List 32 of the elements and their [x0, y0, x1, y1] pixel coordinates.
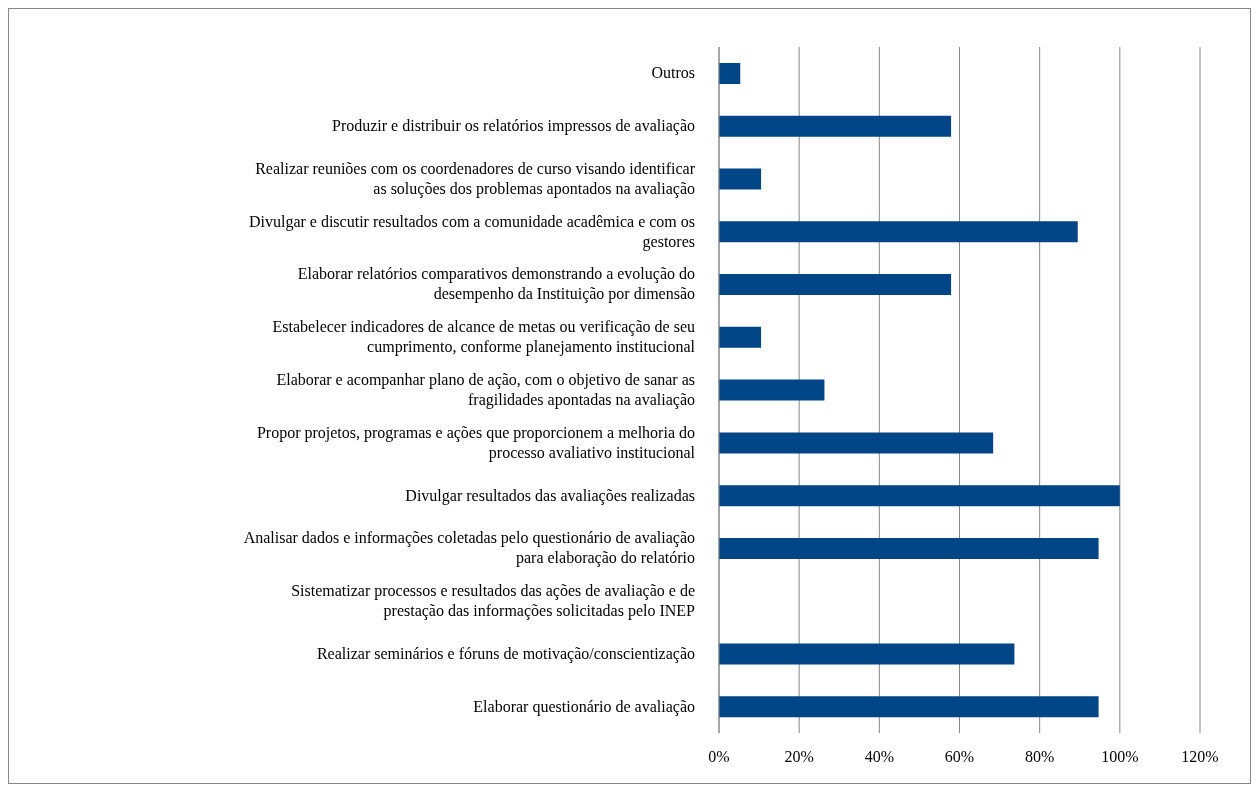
x-tick-label: 120%: [1181, 748, 1219, 766]
bar: [719, 485, 1120, 507]
x-tick-label: 20%: [784, 748, 814, 766]
x-tick-label: 60%: [944, 748, 975, 766]
y-tick-label: Elaborar relatórios comparativos demonstrando a evolução do desempenho da Instituição por dimensão: [297, 265, 695, 304]
y-tick-label: Divulgar e discutir resultados com a comunidade acadêmica e com os gestores: [248, 212, 695, 251]
bar: [719, 115, 952, 137]
y-tick-label: Sistematizar processos e resultados das ações de avaliação e de prestação das informações solicitadas pelo INEP: [291, 582, 696, 621]
bar: [719, 379, 825, 401]
x-tick-label: 80%: [1025, 748, 1055, 766]
x-tick-label: 100%: [1101, 748, 1139, 766]
y-tick-label: Outros: [651, 64, 695, 82]
y-tick-label: Elaborar e acompanhar plano de ação, com o objetivo de sanar as fragilidades apontadas na avaliação: [276, 371, 695, 409]
y-tick-label: Analisar dados e informações coletadas pelo questionário de avaliação para elaboração do relatório: [243, 529, 695, 568]
y-tick-label: Estabelecer indicadores de alcance de metas ou verificação de seu cumprimento, conforme planejamento institucional: [272, 318, 696, 357]
y-tick-label: Propor projetos, programas e ações que proporcionem a melhoria do processo avaliativo institucional: [256, 423, 696, 462]
bar: [719, 696, 1099, 718]
bar: [719, 63, 741, 84]
bar: [719, 643, 1015, 665]
x-tick-label: 0%: [708, 748, 730, 766]
y-tick-label: Elaborar questionário de avaliação: [473, 697, 695, 716]
y-tick-label: Divulgar resultados das avaliações realizadas: [405, 486, 695, 505]
y-tick-label: Produzir e distribuir os relatórios impressos de avaliação: [331, 117, 695, 136]
x-tick-label: 40%: [864, 748, 894, 766]
y-tick-label: Realizar reuniões com os coordenadores de curso visando identificar as soluções dos problemas apontados na avaliação: [255, 159, 696, 198]
bar: [719, 221, 1078, 243]
bar: [719, 274, 952, 296]
bar: [719, 432, 994, 454]
bar: [719, 537, 1099, 559]
bar: [719, 168, 762, 190]
bar: [719, 326, 762, 348]
y-tick-label: Realizar seminários e fóruns de motivação/conscientização: [316, 644, 695, 663]
